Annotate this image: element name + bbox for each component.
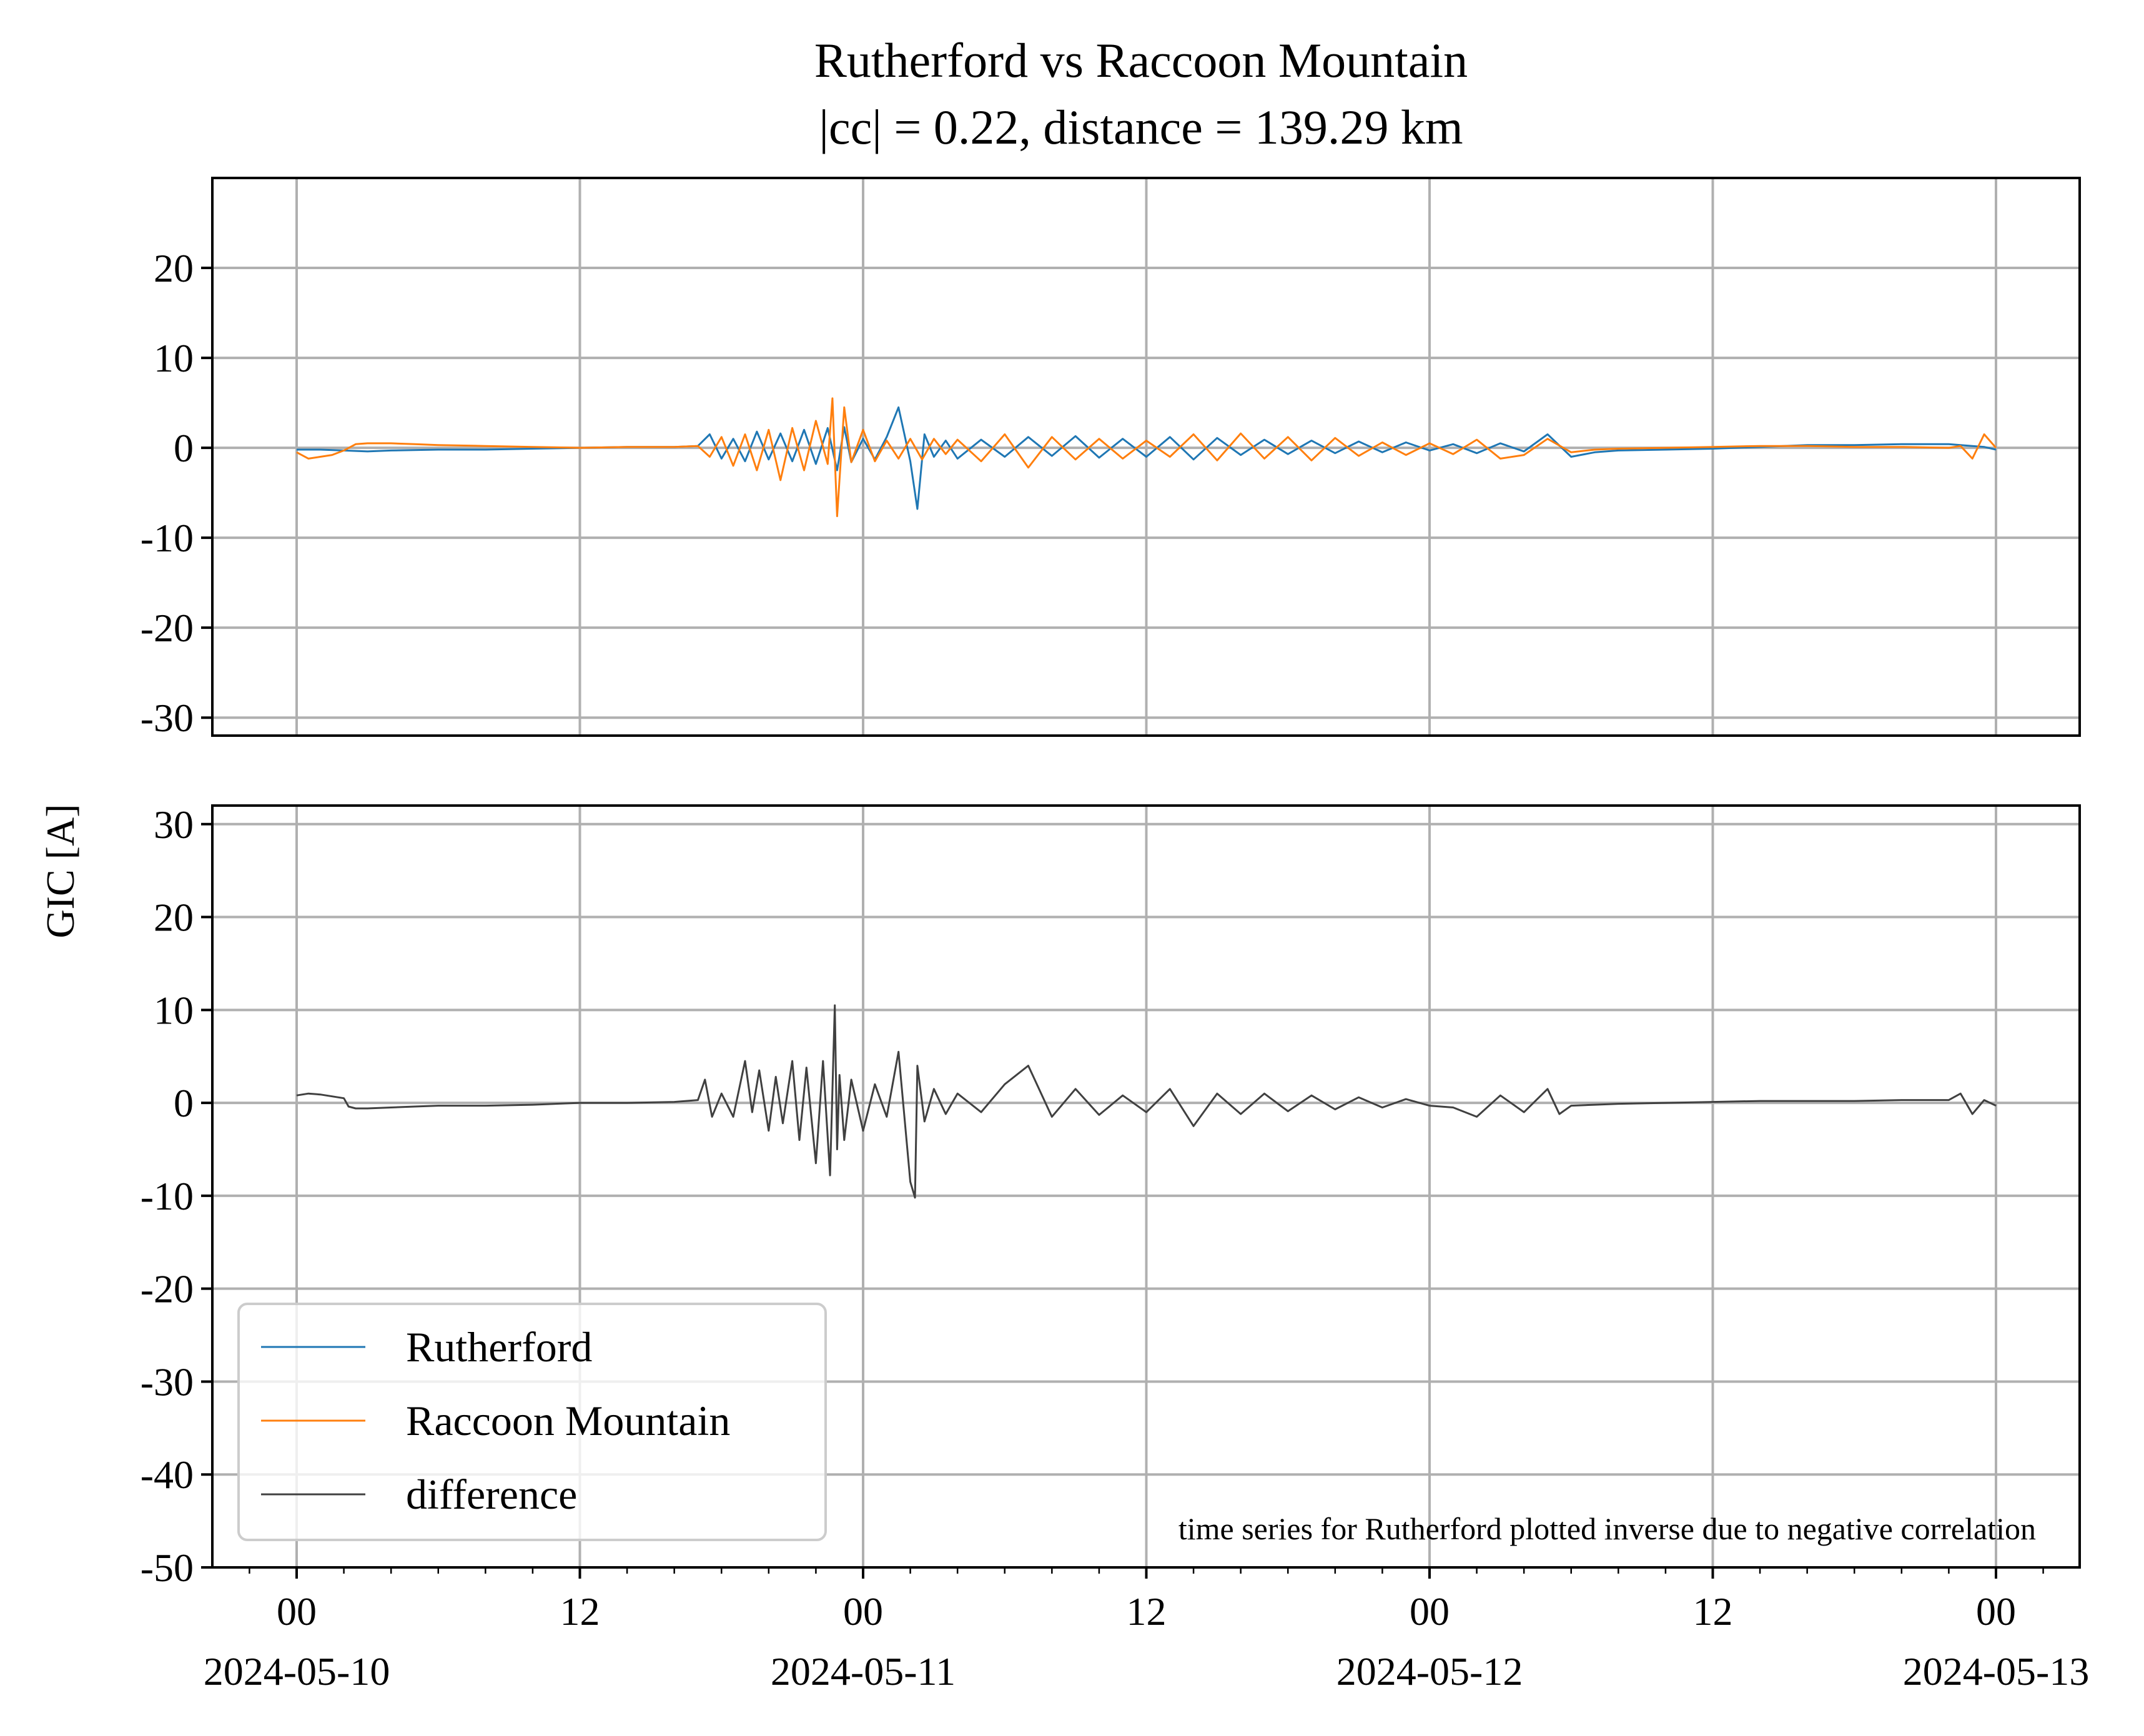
y-tick-label: -50 [141, 1546, 194, 1590]
chart-title: Rutherford vs Raccoon Mountain [814, 33, 1468, 87]
y-tick-label: -40 [141, 1452, 194, 1497]
x-tick-date-label: 2024-05-13 [1903, 1649, 2090, 1694]
series-line-difference [296, 1004, 1997, 1199]
plot-frame [211, 177, 2081, 737]
x-tick-label: 12 [1127, 1589, 1167, 1634]
y-tick-label: 30 [154, 802, 194, 847]
y-tick-label: 0 [174, 426, 194, 470]
y-tick-label: 20 [154, 246, 194, 290]
top-panel: 20 10 0 -10 -20 -30 [141, 177, 2081, 740]
y-tick-label: -30 [141, 1359, 194, 1404]
series-line-raccoon-mountain [296, 397, 1997, 518]
legend-label: Rutherford [406, 1323, 592, 1371]
x-tick-label: 00 [1976, 1589, 2016, 1634]
annotation-note: time series for Rutherford plotted inver… [1178, 1511, 2036, 1546]
y-tick-label: -20 [141, 606, 194, 650]
bottom-panel: 30 20 10 0 -10 -20 -30 -40 -50 [141, 802, 2081, 1590]
y-tick-label: 10 [154, 336, 194, 380]
legend-frame [237, 1303, 827, 1541]
x-tick-date-label: 2024-05-10 [204, 1649, 390, 1694]
chart-subtitle: |cc| = 0.22, distance = 139.29 km [819, 100, 1463, 154]
x-tick-label: 00 [843, 1589, 883, 1634]
x-tick-label: 00 [1410, 1589, 1450, 1634]
x-tick-label: 12 [560, 1589, 600, 1634]
y-tick-label: 20 [154, 895, 194, 940]
x-tick-date-label: 2024-05-11 [771, 1649, 956, 1694]
legend-label: Raccoon Mountain [406, 1397, 730, 1444]
y-tick-label: -20 [141, 1267, 194, 1311]
y-tick-label: -10 [141, 1174, 194, 1218]
y-tick-label: 0 [174, 1081, 194, 1125]
legend: Rutherford Raccoon Mountain difference [237, 1303, 827, 1541]
x-tick-label: 12 [1693, 1589, 1733, 1634]
y-axis-label: GIC [A] [38, 804, 82, 938]
legend-label: difference [406, 1471, 577, 1518]
x-tick-label: 00 [277, 1589, 317, 1634]
y-tick-label: 10 [154, 988, 194, 1032]
y-tick-label: -10 [141, 516, 194, 560]
x-tick-date-label: 2024-05-12 [1336, 1649, 1523, 1694]
y-tick-label: -30 [141, 696, 194, 740]
x-axis: 00 2024-05-10 12 00 2024-05-11 12 00 2024-05-12… [204, 1567, 2090, 1694]
